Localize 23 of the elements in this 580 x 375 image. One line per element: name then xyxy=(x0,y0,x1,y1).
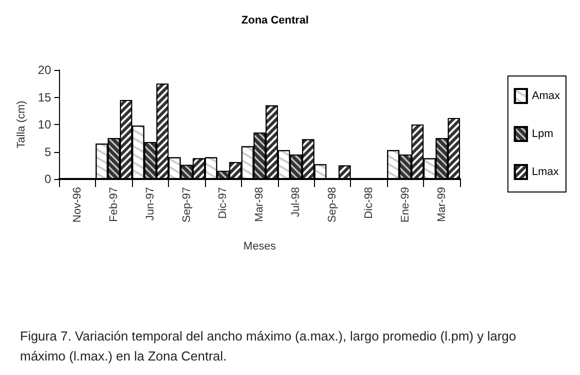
x-tick-label: Mar-99 xyxy=(436,187,448,222)
y-axis-title: Talla (cm) xyxy=(16,100,28,148)
legend-label: Lpm xyxy=(532,128,554,140)
legend-label: Amax xyxy=(532,90,560,102)
x-tick-label: Dic-97 xyxy=(217,187,230,219)
y-tick-label: 15 xyxy=(38,90,52,104)
x-tick-label: Jul-98 xyxy=(290,187,302,217)
y-tick-label: 20 xyxy=(38,63,52,77)
x-tick-label: Dic-98 xyxy=(362,187,375,219)
x-axis-title: Meses xyxy=(243,240,276,252)
x-tick-label: Jun-97 xyxy=(144,187,156,221)
x-tick-label: Ene-99 xyxy=(399,187,412,222)
x-tick-label: Feb-97 xyxy=(108,187,120,222)
legend-label: Lmax xyxy=(532,166,560,178)
x-tick-label: Sep-98 xyxy=(326,187,338,222)
y-tick-label: 10 xyxy=(38,118,52,132)
x-tick-label: Mar-98 xyxy=(254,187,266,222)
x-tick-label: Nov-96 xyxy=(71,187,84,222)
y-tick-label: 5 xyxy=(44,144,52,159)
text: Figura 7. Variación temporal del ancho máximo (a.max.), largo promedio (l.pm) y largo máximo (l.max.) en la Zona Central. xyxy=(20,328,520,364)
y-tick-label: 0 xyxy=(44,172,52,186)
x-tick-label: Sep-97 xyxy=(180,187,193,222)
chart-title: Zona Central xyxy=(241,14,309,26)
